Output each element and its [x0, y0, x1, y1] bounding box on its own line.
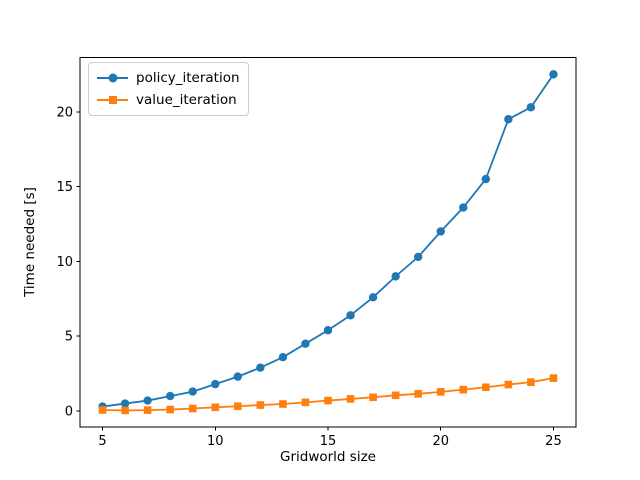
y-axis-label: Time needed [s] — [22, 187, 38, 297]
data-point-policy_iteration — [504, 115, 513, 124]
data-point-value_iteration — [414, 390, 422, 398]
data-point-value_iteration — [279, 400, 287, 408]
y-tick-label: 0 — [65, 405, 73, 420]
data-point-value_iteration — [346, 395, 355, 403]
data-point-value_iteration — [166, 405, 174, 414]
data-point-policy_iteration — [413, 252, 423, 262]
data-point-value_iteration — [482, 383, 490, 392]
data-point-value_iteration — [459, 385, 468, 394]
y-tick-label: 15 — [56, 180, 73, 195]
data-point-policy_iteration — [526, 103, 536, 112]
data-point-value_iteration — [504, 380, 513, 389]
legend-item-policy-iteration: policy_iteration — [97, 67, 240, 89]
legend: policy_iteration value_iteration — [88, 62, 249, 116]
data-point-value_iteration — [369, 393, 377, 402]
x-tick-label: 25 — [545, 434, 562, 449]
legend-label-value-iteration: value_iteration — [136, 92, 237, 108]
data-point-value_iteration — [324, 396, 332, 405]
x-tick-label: 10 — [207, 434, 224, 449]
legend-item-value-iteration: value_iteration — [97, 89, 240, 111]
legend-label-policy-iteration: policy_iteration — [136, 70, 240, 86]
data-point-value_iteration — [301, 398, 310, 407]
y-tick-label: 5 — [65, 330, 73, 345]
data-point-policy_iteration — [391, 272, 400, 281]
data-point-policy_iteration — [301, 339, 310, 348]
data-point-value_iteration — [143, 406, 152, 414]
data-point-policy_iteration — [165, 391, 175, 401]
data-point-policy_iteration — [256, 363, 265, 372]
data-point-value_iteration — [188, 404, 197, 413]
y-tick-label: 10 — [56, 255, 73, 270]
data-point-value_iteration — [436, 388, 445, 396]
data-point-policy_iteration — [436, 227, 445, 236]
series-line-policy_iteration — [101, 73, 555, 408]
data-point-policy_iteration — [323, 326, 333, 335]
data-point-policy_iteration — [188, 387, 197, 396]
data-point-policy_iteration — [346, 311, 355, 320]
data-point-policy_iteration — [211, 379, 220, 389]
data-point-policy_iteration — [459, 203, 468, 212]
data-point-value_iteration — [391, 391, 400, 400]
data-point-value_iteration — [527, 378, 535, 386]
y-tick-label: 20 — [56, 105, 73, 120]
data-point-value_iteration — [121, 406, 129, 415]
x-axis-label: Gridworld size — [280, 449, 376, 465]
data-point-value_iteration — [234, 402, 242, 411]
data-point-value_iteration — [98, 406, 107, 414]
data-point-policy_iteration — [368, 293, 378, 302]
data-point-policy_iteration — [481, 174, 491, 184]
data-point-policy_iteration — [143, 396, 152, 405]
data-point-policy_iteration — [549, 70, 558, 79]
data-point-policy_iteration — [278, 352, 288, 362]
x-tick-label: 5 — [98, 434, 106, 449]
data-point-policy_iteration — [233, 372, 243, 381]
policy-iteration-marker-icon — [97, 73, 128, 83]
data-point-value_iteration — [211, 403, 220, 412]
x-tick-label: 15 — [320, 434, 337, 449]
data-point-value_iteration — [256, 401, 265, 409]
data-point-value_iteration — [549, 374, 558, 382]
x-tick-label: 20 — [432, 434, 449, 449]
value-iteration-marker-icon — [97, 95, 128, 105]
data-point-policy_iteration — [120, 399, 130, 408]
